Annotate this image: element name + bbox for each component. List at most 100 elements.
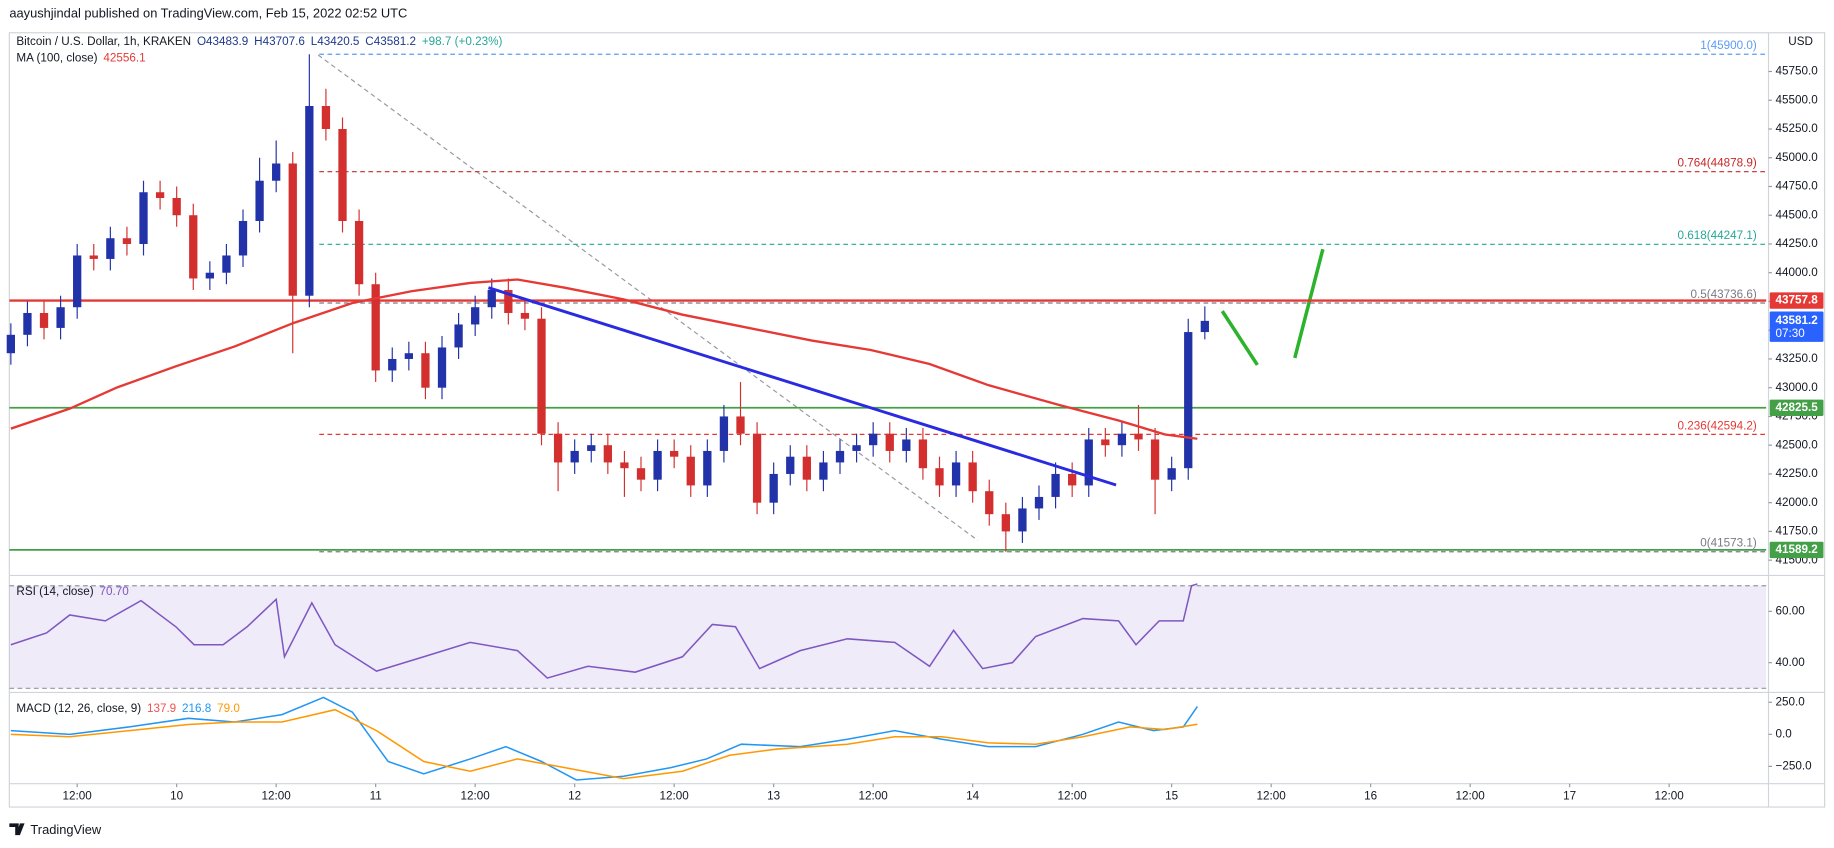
drawing-arrow-up [1293,248,1325,359]
candle-body [1001,514,1010,532]
y-tick-label: 44500.0 [1776,208,1819,221]
frame [8,32,1826,808]
candle-body [89,255,98,259]
candle-body [885,433,894,451]
level-price-tag: 41589.2 [1776,543,1819,556]
candle-body [553,433,563,463]
legend-item: Bitcoin / U.S. Dollar, 1h, KRAKEN [16,35,191,48]
candle-body [570,450,579,463]
indicator-legend-value: 216.8 [182,702,211,715]
y-tick-label: 42000.0 [1776,496,1819,509]
candle-body [6,334,15,354]
x-tick-label: 12:00 [262,790,292,803]
candle-body [39,312,49,328]
indicator-line [10,696,1198,781]
candle-body [454,324,463,348]
candle-body [802,456,811,480]
candle-body [321,105,331,129]
level-price-tag: 42825.5 [1776,401,1819,414]
last-price: 43581.2 [1776,314,1819,327]
candle-body [968,462,977,492]
y-tick-label: 40.00 [1776,656,1806,669]
legend-item: C43581.2 [365,35,416,48]
moving-average [10,278,1198,440]
candle-body [421,353,430,388]
candle-body [1101,439,1110,446]
candle-body [1134,433,1143,440]
candle-body [504,289,513,313]
fib-label: 1(45900.0) [1700,39,1757,52]
candle-body [338,128,347,221]
y-tick-label: 60.00 [1776,604,1806,617]
level-price-tag-bg [1769,399,1824,416]
y-tick-label: 250.0 [1776,695,1806,708]
y-tick-label: 45750.0 [1776,65,1819,78]
x-tick-label: 12:00 [1655,790,1685,803]
x-tick-label: 16 [1364,790,1377,803]
candle-body [1034,496,1044,509]
y-tick-label: 45500.0 [1776,93,1819,106]
candle-body [719,416,729,451]
candle-body [404,353,413,359]
x-tick-label: 12:00 [1058,790,1088,803]
candle-body [437,347,447,388]
legend-item: L43420.5 [311,35,360,48]
fib-label: 0.618(44247.1) [1678,229,1757,242]
candle-body [918,439,928,469]
y-tick-label: 42500.0 [1776,438,1819,451]
candle-body [1051,473,1060,497]
y-tick-label: 44250.0 [1776,237,1819,250]
candle-body [189,215,198,279]
level-price-tag-bg [1769,292,1824,309]
candle-body [122,238,132,244]
candle-body [272,163,281,181]
x-tick-label: 12 [568,790,581,803]
symbol-legend: Bitcoin / U.S. Dollar, 1h, KRAKEN O43483.… [16,35,502,48]
ma-legend-name: MA (100, close) [16,52,97,65]
indicator-legend-name: MACD (12, 26, close, 9) [16,702,141,715]
legend-item: H43707.6 [254,35,305,48]
candle-body [155,192,165,198]
candle-body [786,456,795,474]
candle-body [869,433,878,446]
fib-label: 0.764(44878.9) [1678,157,1757,170]
y-tick-label: 44750.0 [1776,180,1819,193]
candle-body [354,220,364,285]
x-tick-label: 14 [966,790,980,803]
indicator-legend: MACD (12, 26, close, 9) 137.9 216.8 79.0 [16,702,240,715]
candle-body [371,284,380,371]
published-line: aayushjindal published on TradingView.co… [9,5,407,20]
candle-body [23,312,32,335]
candle-body [106,238,115,259]
indicator-legend-value: 70.70 [100,585,130,598]
candle-body [238,220,248,256]
currency: USD [1788,35,1813,48]
level-price-tag: 43757.8 [1776,294,1819,307]
candle-body [1200,320,1209,333]
candle-body [636,468,646,480]
candle-body [603,445,612,463]
x-tick-label: 12:00 [1257,790,1287,803]
candle-body [487,289,496,308]
countdown: 07:30 [1776,327,1806,340]
candle-body [139,192,148,244]
candle-body [205,272,214,279]
fib-label: 0.5(43736.6) [1691,288,1757,301]
indicator-legend: RSI (14, close) 70.70 [16,585,129,598]
candle-body [73,255,82,308]
y-tick-label: 43250.0 [1776,352,1819,365]
fib-label: 0(41573.1) [1700,537,1757,550]
y-tick-label: 43000.0 [1776,381,1819,394]
candle-body [1150,439,1160,480]
indicator-legend-value: 137.9 [147,702,176,715]
candle-body [288,163,297,296]
candle-body [56,307,65,328]
x-tick-label: 12:00 [660,790,690,803]
logo-mark [9,823,25,836]
ma-legend: MA (100, close) 42556.1 [16,52,145,65]
indicator-line [10,583,1198,679]
candle-body [769,473,778,503]
y-tick-label: 45250.0 [1776,122,1819,135]
